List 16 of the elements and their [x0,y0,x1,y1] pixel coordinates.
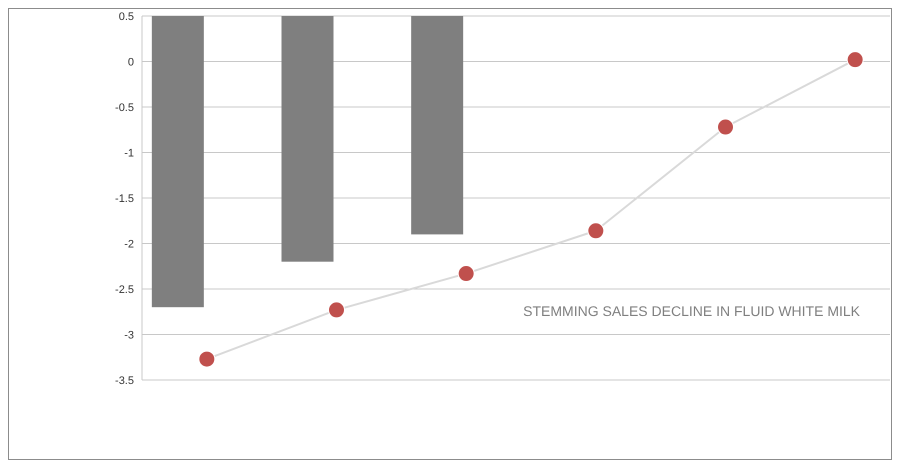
y-tick-label: 0.5 [118,10,134,23]
point [458,265,475,282]
point [587,222,604,240]
y-tick-label: -1 [124,147,134,160]
point [198,350,216,368]
y-tick-label: -3.5 [115,374,134,387]
y-tick-label: 0 [128,56,134,68]
point [717,118,734,136]
y-tick-label: -1.5 [115,192,134,205]
annotation: STEMMING SALES DECLINE IN FLUID WHITE MILK [523,303,861,319]
y-tick-label: -0.5 [115,102,134,114]
y-tick-label: -3 [124,329,134,342]
point [328,301,345,318]
y-tick-label: -2 [124,238,134,250]
point [846,51,864,68]
y-tick-label: -2.5 [115,284,134,296]
